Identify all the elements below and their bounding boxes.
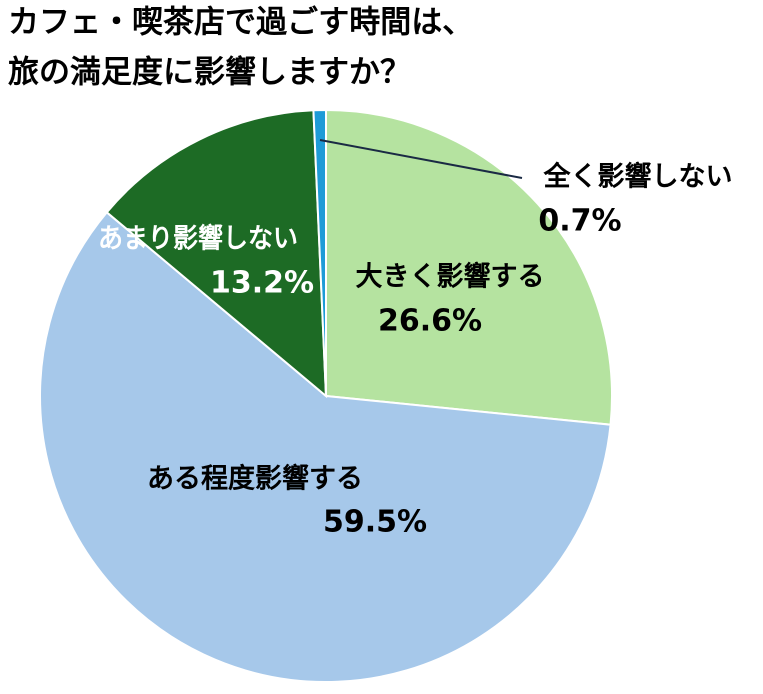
value-label: 13.2% bbox=[210, 266, 314, 301]
value-label: 59.5% bbox=[323, 505, 427, 540]
pie-slice bbox=[39, 210, 612, 683]
pie-slice bbox=[105, 109, 328, 399]
chart-title: 旅の満足度に影響しますか？ bbox=[8, 55, 411, 91]
category-label: あまり影響しない bbox=[98, 223, 298, 255]
pie-slice bbox=[325, 108, 613, 426]
category-label: ある程度影響する bbox=[147, 463, 363, 495]
value-label: 26.6% bbox=[378, 304, 482, 339]
leader-line bbox=[319, 139, 523, 179]
value-label: 0.7% bbox=[538, 204, 621, 239]
pie-slice bbox=[312, 108, 327, 397]
chart-title: カフェ・喫茶店で過ごす時間は、 bbox=[8, 5, 473, 41]
category-label: 全く影響しない bbox=[543, 161, 733, 193]
category-label: 大きく影響する bbox=[356, 261, 545, 293]
